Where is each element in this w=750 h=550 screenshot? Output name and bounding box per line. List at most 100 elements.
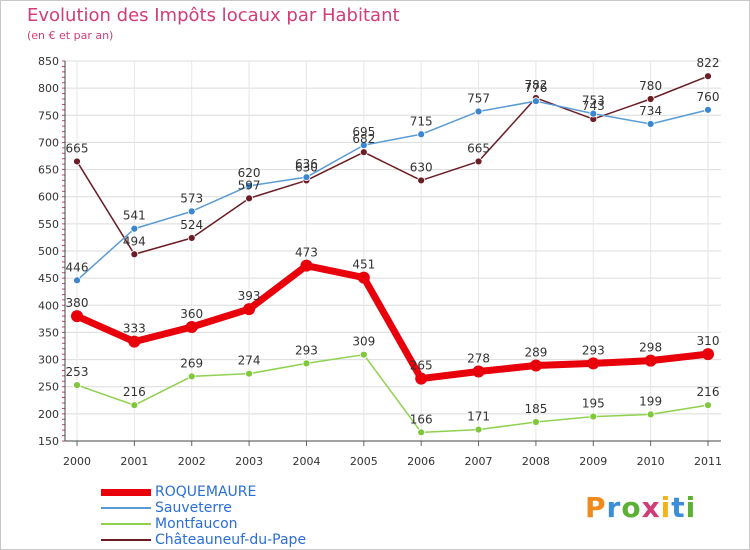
data-label-montfaucon: 171 [467, 410, 490, 424]
data-label-roquemaure: 310 [697, 334, 720, 348]
data-point-roquemaure [71, 310, 83, 323]
legend-swatch [101, 507, 151, 509]
data-label-sauveterre: 573 [180, 191, 203, 205]
data-label-roquemaure: 293 [582, 343, 605, 357]
data-label-roquemaure: 278 [467, 352, 490, 366]
data-label-sauveterre: 620 [238, 166, 261, 180]
y-tick-label: 250 [38, 381, 59, 394]
data-point-roquemaure [185, 321, 198, 333]
data-label-montfaucon: 199 [639, 394, 662, 408]
legend-label: Montfaucon [155, 516, 238, 532]
data-point-roquemaure [644, 354, 657, 367]
y-tick-label: 550 [38, 218, 59, 231]
data-label-sauveterre: 446 [66, 260, 89, 274]
logo-letter: r [606, 491, 622, 524]
data-point-sauveterre [130, 224, 139, 233]
y-tick-label: 750 [38, 109, 59, 122]
y-tick-label: 800 [38, 82, 59, 95]
data-point-roquemaure [587, 357, 600, 370]
y-tick-label: 600 [38, 191, 59, 204]
data-label-sauveterre: 636 [295, 157, 318, 171]
x-tick-label: 2006 [407, 455, 435, 468]
data-label-roquemaure: 360 [180, 307, 203, 321]
data-point-chateauneuf-du-pape [245, 194, 253, 203]
data-point-montfaucon [359, 350, 368, 359]
data-label-montfaucon: 185 [524, 402, 547, 416]
data-label-sauveterre: 715 [410, 114, 433, 128]
data-label-montfaucon: 216 [123, 385, 146, 399]
logo-letter: P [585, 491, 607, 524]
data-label-sauveterre: 734 [639, 104, 662, 118]
data-label-chateauneuf-du-pape: 597 [238, 178, 261, 192]
data-label-sauveterre: 757 [467, 91, 490, 105]
data-label-montfaucon: 309 [352, 335, 375, 349]
data-label-roquemaure: 289 [524, 346, 547, 360]
data-label-roquemaure: 333 [123, 322, 146, 336]
data-point-montfaucon [187, 372, 196, 381]
data-label-sauveterre: 541 [123, 209, 146, 223]
data-point-montfaucon [704, 401, 712, 410]
data-point-montfaucon [532, 418, 540, 426]
data-point-chateauneuf-du-pape [359, 148, 368, 157]
data-label-roquemaure: 473 [295, 246, 318, 260]
data-label-roquemaure: 451 [352, 258, 375, 272]
data-point-sauveterre [73, 276, 81, 285]
x-tick-label: 2004 [292, 455, 320, 468]
x-tick-label: 2007 [465, 455, 493, 468]
data-point-roquemaure [300, 259, 313, 272]
logo-letter: i [660, 491, 672, 524]
x-tick-label: 2011 [694, 455, 722, 468]
data-point-chateauneuf-du-pape [417, 176, 426, 185]
data-label-sauveterre: 695 [352, 125, 375, 139]
data-label-chateauneuf-du-pape: 743 [582, 99, 605, 113]
logo-letter: t [671, 491, 686, 524]
x-tick-label: 2009 [579, 455, 607, 468]
data-point-sauveterre [302, 173, 311, 182]
data-label-chateauneuf-du-pape: 630 [410, 160, 433, 174]
y-tick-label: 850 [38, 55, 59, 68]
series-line-roquemaure [73, 262, 712, 383]
data-point-montfaucon [589, 412, 598, 421]
data-label-chateauneuf-du-pape: 782 [524, 78, 547, 92]
chart-title: Evolution des Impôts locaux par Habitant [27, 5, 400, 26]
data-label-chateauneuf-du-pape: 630 [295, 160, 318, 174]
proxiti-logo: Proxiti [585, 491, 696, 524]
data-point-chateauneuf-du-pape [474, 157, 483, 166]
data-point-roquemaure [128, 335, 141, 348]
legend-swatch [101, 523, 151, 525]
chart-subtitle: (en € et par an) [27, 29, 114, 42]
data-label-montfaucon: 166 [410, 412, 433, 426]
data-label-sauveterre: 753 [582, 94, 605, 108]
x-tick-label: 2008 [522, 455, 550, 468]
data-label-chateauneuf-du-pape: 682 [352, 132, 375, 146]
legend-label: ROQUEMAURE [155, 484, 257, 500]
data-point-chateauneuf-du-pape [646, 95, 655, 103]
data-point-sauveterre [589, 109, 598, 118]
legend-label: Sauveterre [155, 500, 232, 516]
data-label-montfaucon: 293 [295, 343, 318, 357]
data-label-roquemaure: 380 [66, 296, 89, 310]
y-tick-label: 650 [38, 164, 59, 177]
data-point-montfaucon [73, 381, 81, 389]
x-tick-label: 2002 [178, 455, 206, 468]
data-point-sauveterre [417, 130, 426, 139]
data-label-chateauneuf-du-pape: 780 [639, 79, 662, 93]
data-point-chateauneuf-du-pape [73, 157, 81, 166]
data-label-roquemaure: 265 [410, 359, 433, 373]
data-point-chateauneuf-du-pape [130, 250, 139, 259]
logo-letter: o [621, 491, 642, 524]
data-label-chateauneuf-du-pape: 524 [180, 218, 203, 232]
data-label-montfaucon: 269 [180, 356, 203, 370]
y-tick-label: 300 [38, 354, 59, 367]
data-point-montfaucon [302, 359, 311, 368]
data-label-chateauneuf-du-pape: 822 [697, 56, 720, 70]
data-point-roquemaure [529, 359, 542, 372]
y-tick-label: 400 [38, 299, 59, 312]
x-tick-label: 2001 [120, 455, 148, 468]
y-tick-label: 150 [38, 435, 59, 448]
data-point-sauveterre [704, 105, 712, 114]
series-line-sauveterre [76, 100, 709, 282]
data-point-montfaucon [130, 401, 139, 410]
